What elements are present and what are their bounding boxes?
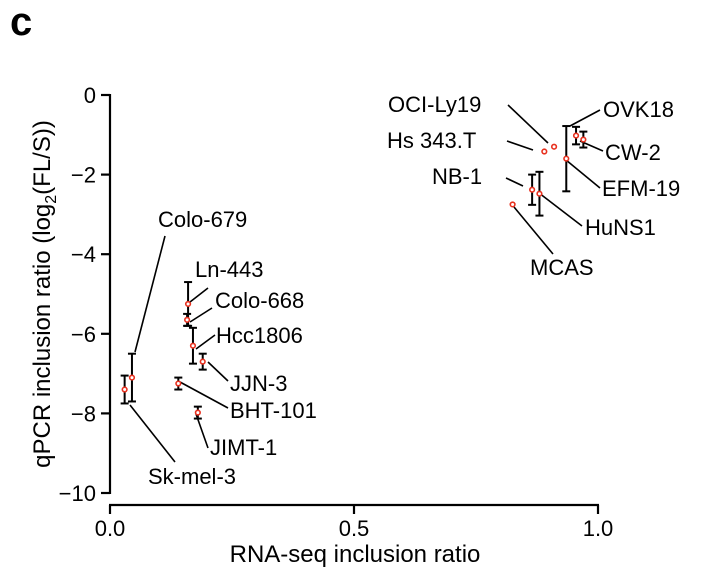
leader-line bbox=[505, 177, 524, 187]
y-axis-label-prefix: qPCR inclusion ratio (log bbox=[29, 204, 56, 468]
leader-line bbox=[569, 109, 601, 127]
point-label: JIMT-1 bbox=[210, 435, 277, 460]
data-point bbox=[572, 132, 580, 139]
leader-line bbox=[134, 235, 166, 353]
leader-line bbox=[195, 413, 209, 449]
x-axis-label: RNA-seq inclusion ratio bbox=[230, 541, 481, 568]
point-labels: OCI-Ly19 OVK18 Hs 343.T CW-2 EFM-19 NB-1 HuNS1… bbox=[148, 92, 680, 489]
data-point bbox=[536, 190, 543, 197]
leader-line bbox=[189, 307, 213, 323]
leader-line bbox=[506, 140, 534, 151]
leader-line bbox=[513, 206, 554, 255]
point-label: HuNS1 bbox=[585, 215, 656, 240]
data-point bbox=[189, 342, 197, 349]
chart-axes: 0 −2 −4 −6 −8 −10 0.0 0.5 1.0 bbox=[59, 83, 614, 541]
point-label: MCAS bbox=[530, 255, 594, 280]
point-label: OVK18 bbox=[603, 97, 674, 122]
data-point bbox=[184, 316, 191, 323]
y-axis-label-subscript: 2 bbox=[43, 195, 60, 204]
x-tick-label: 0.5 bbox=[339, 516, 370, 541]
leader-line bbox=[195, 334, 216, 350]
leader-line bbox=[207, 361, 229, 382]
point-label: BHT-101 bbox=[230, 398, 317, 423]
point-label: Colo-668 bbox=[215, 288, 304, 313]
y-tick-label: −4 bbox=[71, 242, 96, 267]
leader-lines bbox=[129, 104, 604, 463]
data-point bbox=[550, 143, 558, 150]
y-axis-label: qPCR inclusion ratio (log2(FL/S)) bbox=[29, 120, 60, 468]
leader-line bbox=[565, 159, 601, 189]
leader-line bbox=[129, 404, 176, 463]
data-point bbox=[184, 300, 192, 308]
point-label: CW-2 bbox=[605, 140, 661, 165]
point-label: Ln-443 bbox=[195, 257, 264, 282]
point-label: NB-1 bbox=[432, 164, 482, 189]
data-point bbox=[121, 386, 128, 393]
y-tick-label: −2 bbox=[71, 163, 96, 188]
data-point bbox=[563, 155, 570, 162]
data-point bbox=[128, 374, 136, 381]
y-axis-label-suffix: (FL/S)) bbox=[29, 120, 56, 195]
point-label: Colo-679 bbox=[158, 207, 247, 232]
x-tick-label: 1.0 bbox=[583, 516, 614, 541]
leader-line bbox=[179, 381, 229, 409]
y-tick-label: −8 bbox=[71, 401, 96, 426]
y-tick-label: −6 bbox=[71, 322, 96, 347]
data-point bbox=[509, 201, 516, 208]
data-point bbox=[199, 358, 206, 365]
y-tick-label: −10 bbox=[59, 481, 96, 506]
data-point bbox=[529, 186, 536, 193]
data-point bbox=[580, 136, 587, 143]
point-label: Hcc1806 bbox=[216, 323, 303, 348]
x-tick-label: 0.0 bbox=[95, 516, 126, 541]
point-label: Hs 343.T bbox=[387, 128, 476, 153]
point-label: OCI-Ly19 bbox=[388, 92, 481, 117]
leader-line bbox=[538, 192, 583, 227]
panel-label: c bbox=[10, 0, 33, 44]
data-point bbox=[541, 148, 548, 155]
leader-line bbox=[507, 104, 549, 144]
point-label: EFM-19 bbox=[602, 176, 680, 201]
data-points bbox=[121, 132, 587, 416]
error-bars bbox=[120, 125, 588, 420]
data-point bbox=[194, 409, 201, 416]
y-tick-label: 0 bbox=[84, 83, 96, 108]
point-label: JJN-3 bbox=[230, 371, 287, 396]
leader-line bbox=[189, 287, 209, 303]
point-label: Sk-mel-3 bbox=[148, 464, 236, 489]
data-point bbox=[175, 380, 182, 387]
